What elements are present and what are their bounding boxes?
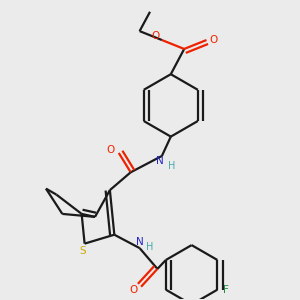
- Text: O: O: [210, 35, 218, 45]
- Text: N: N: [156, 156, 164, 166]
- Text: S: S: [80, 246, 86, 256]
- Text: H: H: [168, 161, 175, 171]
- Text: N: N: [136, 237, 143, 247]
- Text: O: O: [106, 145, 115, 155]
- Text: H: H: [146, 242, 154, 252]
- Text: O: O: [130, 285, 138, 295]
- Text: O: O: [151, 31, 160, 40]
- Text: F: F: [223, 285, 229, 295]
